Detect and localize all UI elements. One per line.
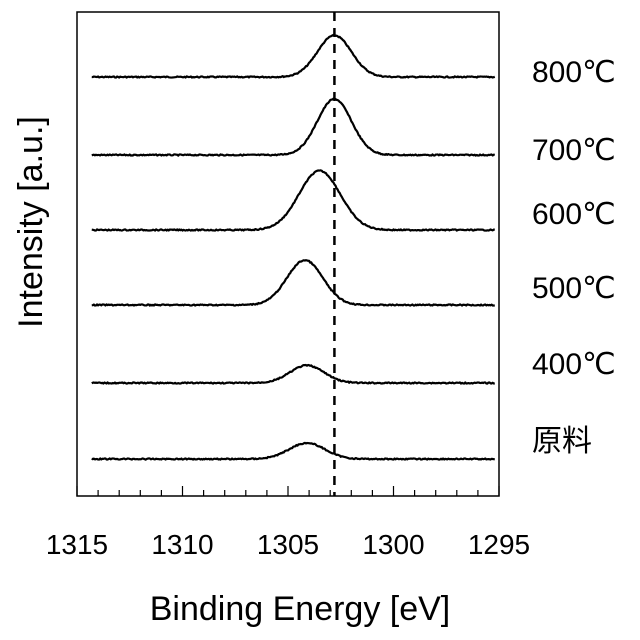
spectra-group	[92, 35, 495, 460]
series-label: 原料	[532, 425, 592, 458]
plot-frame	[77, 12, 499, 496]
series-label: 600℃	[532, 198, 616, 231]
x-tick-label: 1305	[257, 529, 319, 560]
series-labels: 800℃ 700℃ 600℃ 500℃ 400℃ 原料	[532, 56, 616, 458]
series-label: 400℃	[532, 348, 616, 381]
y-axis-title: Intensity [a.u.]	[12, 116, 50, 328]
spectrum-line	[92, 170, 495, 230]
x-tick-label: 1295	[468, 529, 530, 560]
series-label: 700℃	[532, 134, 616, 167]
series-label: 500℃	[532, 272, 616, 305]
x-tick-label: 1300	[362, 529, 424, 560]
spectrum-line	[92, 443, 495, 460]
spectrum-line	[92, 260, 495, 305]
series-label: 800℃	[532, 56, 616, 89]
x-tick-label: 1315	[46, 529, 108, 560]
x-tick-label: 1310	[151, 529, 213, 560]
x-tick-labels: 1315 1310 1305 1300 1295	[46, 529, 530, 560]
spectrum-line	[92, 35, 495, 78]
spectrum-line	[92, 99, 495, 156]
minor-ticks	[77, 486, 499, 496]
x-axis-title: Binding Energy [eV]	[150, 590, 451, 628]
spectrum-line	[92, 365, 495, 384]
